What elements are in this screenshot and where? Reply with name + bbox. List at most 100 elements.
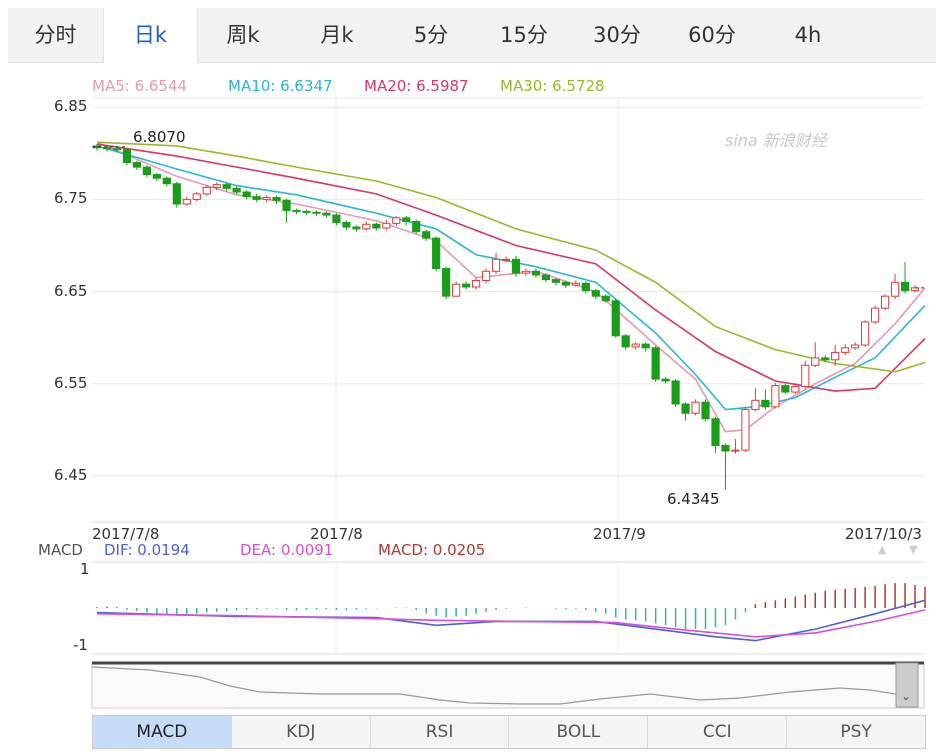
- candle-body: [192, 193, 201, 200]
- candle-body: [392, 217, 401, 224]
- indicator-tab-boll[interactable]: BOLL: [509, 716, 649, 748]
- candle-body: [821, 357, 830, 361]
- ma-legend-2: MA20: 6.5987: [364, 77, 469, 95]
- candle-body: [412, 221, 421, 233]
- date-tick-label: 2017/9: [593, 525, 646, 543]
- candle-body: [541, 274, 550, 281]
- macd-legend-title: MACD: [38, 541, 83, 559]
- candle-body: [811, 357, 820, 366]
- sina-watermark: sina 新浪财经: [725, 131, 827, 150]
- candle-body: [152, 174, 161, 179]
- ma-legend-1: MA10: 6.6347: [228, 77, 333, 95]
- candle-body: [601, 295, 610, 302]
- candle-body: [671, 380, 680, 405]
- tab-0[interactable]: 分时: [34, 23, 77, 47]
- candle-body: [651, 347, 660, 380]
- indicator-tab-kdj[interactable]: KDJ: [232, 716, 371, 748]
- candle-body: [581, 282, 590, 292]
- indicator-tab-cci[interactable]: CCI: [648, 716, 788, 748]
- candle-body: [631, 343, 640, 348]
- candle-body: [202, 186, 211, 195]
- high-annotation: 6.8070: [133, 128, 186, 146]
- candle-body: [551, 279, 560, 283]
- date-tick-label: 2017/8: [310, 525, 363, 543]
- candle-body: [591, 290, 600, 297]
- price-tick-label: 6.45: [54, 465, 88, 484]
- indicator-tab-macd[interactable]: MACD: [93, 716, 232, 748]
- tab-1[interactable]: 日k: [103, 8, 198, 63]
- candle-body: [322, 212, 331, 216]
- tab-2[interactable]: 周k: [226, 23, 260, 47]
- candle-body: [352, 226, 361, 230]
- candle-body: [252, 196, 261, 200]
- candle-body: [262, 197, 271, 200]
- tab-7[interactable]: 60分: [688, 23, 736, 47]
- candle-body: [232, 187, 241, 193]
- candle-body: [372, 223, 381, 229]
- indicator-tab-rsi[interactable]: RSI: [371, 716, 510, 748]
- candle-body: [212, 184, 221, 188]
- price-tick-label: 6.85: [54, 97, 88, 116]
- candle-body: [362, 223, 371, 230]
- candle-body: [721, 444, 730, 452]
- candle-body: [312, 211, 321, 214]
- candle-body: [292, 209, 301, 212]
- ma-legend-3: MA30: 6.5728: [500, 77, 605, 95]
- candle-body: [422, 231, 431, 239]
- tab-6[interactable]: 30分: [593, 23, 641, 47]
- candle-body: [332, 214, 341, 223]
- ma-line-ma20: [96, 143, 926, 392]
- candle-body: [701, 401, 710, 420]
- candle-body: [242, 191, 251, 198]
- candle-body: [491, 258, 501, 272]
- candle-body: [142, 166, 151, 176]
- price-tick-label: 6.75: [54, 189, 88, 208]
- candle-body: [831, 351, 840, 361]
- candle-body: [571, 282, 580, 286]
- indicator-tab-bar: MACD KDJ RSI BOLL CCI PSY: [92, 715, 926, 749]
- candle-body: [861, 321, 870, 346]
- candle-body: [272, 197, 281, 201]
- candle-body: [890, 281, 900, 297]
- tab-4[interactable]: 5分: [413, 23, 449, 47]
- candle-body: [761, 399, 770, 408]
- candle-body: [851, 344, 860, 349]
- tab-5[interactable]: 15分: [500, 23, 548, 47]
- candle-body: [122, 149, 132, 164]
- date-tick-label: 2017/7/8: [92, 525, 160, 543]
- candle-body: [711, 418, 720, 446]
- candle-body: [691, 401, 700, 414]
- macd-legend-dif: DIF: 0.0194: [104, 541, 190, 559]
- macd-legend-macd: MACD: 0.0205: [378, 541, 486, 559]
- candle-body: [611, 300, 620, 337]
- candle-body: [462, 283, 471, 288]
- tab-8[interactable]: 4h: [794, 23, 822, 47]
- candle-body: [112, 148, 122, 151]
- candle-body: [172, 183, 181, 205]
- macd-tick-label: -1: [73, 636, 88, 655]
- candle-body: [501, 258, 511, 261]
- candle-body: [791, 386, 800, 393]
- scroll-up-icon[interactable]: ▲: [878, 543, 887, 556]
- macd-tick-label: 1: [80, 559, 90, 578]
- ma-line-ma5: [96, 141, 926, 433]
- candle-body: [781, 385, 790, 393]
- indicator-tab-psy[interactable]: PSY: [840, 722, 872, 742]
- candle-body: [481, 270, 491, 282]
- date-tick-label: 2017/10/3: [845, 525, 922, 543]
- candle-body: [751, 399, 760, 411]
- candle-body: [402, 217, 411, 223]
- candle-body: [741, 409, 750, 451]
- macd-dea-line: [96, 609, 926, 638]
- candle-body: [641, 343, 650, 349]
- candle-body: [871, 307, 880, 323]
- ma-line-ma30: [96, 141, 926, 373]
- candle-body: [621, 335, 630, 348]
- candle-body: [681, 403, 690, 414]
- candle-body: [182, 198, 191, 205]
- candle-body: [900, 281, 910, 292]
- scroll-down-icon[interactable]: ▼: [909, 543, 918, 556]
- tab-3[interactable]: 月k: [320, 23, 354, 47]
- low-annotation: 6.4345: [667, 490, 720, 508]
